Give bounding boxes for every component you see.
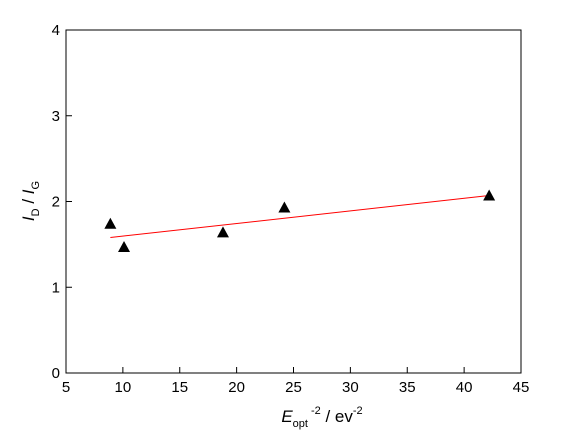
y-tick-label: 2 xyxy=(52,194,60,211)
x-axis-title: Eopt-2 / ev-2 xyxy=(281,405,362,430)
ticks-layer: 5 10 15 20 25 30 35 40 45 0 1 2 3 4 xyxy=(52,22,530,396)
y-tick-label: 4 xyxy=(52,22,60,39)
y-tick-label: 3 xyxy=(52,108,60,125)
x-tick-label: 35 xyxy=(399,379,416,396)
points-layer xyxy=(104,189,496,252)
x-tick-label: 25 xyxy=(285,379,302,396)
data-point-triangle xyxy=(104,217,117,229)
x-tick-label: 10 xyxy=(115,379,132,396)
x-tick-label: 15 xyxy=(171,379,188,396)
plot-area-frame xyxy=(65,29,522,374)
data-point-triangle xyxy=(118,240,131,252)
data-point-triangle xyxy=(483,189,496,201)
y-tick-label: 0 xyxy=(52,365,60,382)
y-tick-label: 1 xyxy=(52,279,60,296)
x-tick-label: 5 xyxy=(62,379,70,396)
fit-layer xyxy=(110,195,490,239)
x-tick-label: 40 xyxy=(456,379,473,396)
x-tick-label: 20 xyxy=(228,379,245,396)
y-axis-title: ID / IG xyxy=(19,181,42,221)
data-point-triangle xyxy=(278,201,291,213)
fit-line xyxy=(110,195,490,239)
x-tick-label: 30 xyxy=(342,379,359,396)
data-point-triangle xyxy=(216,226,229,238)
x-tick-label: 45 xyxy=(513,379,530,396)
